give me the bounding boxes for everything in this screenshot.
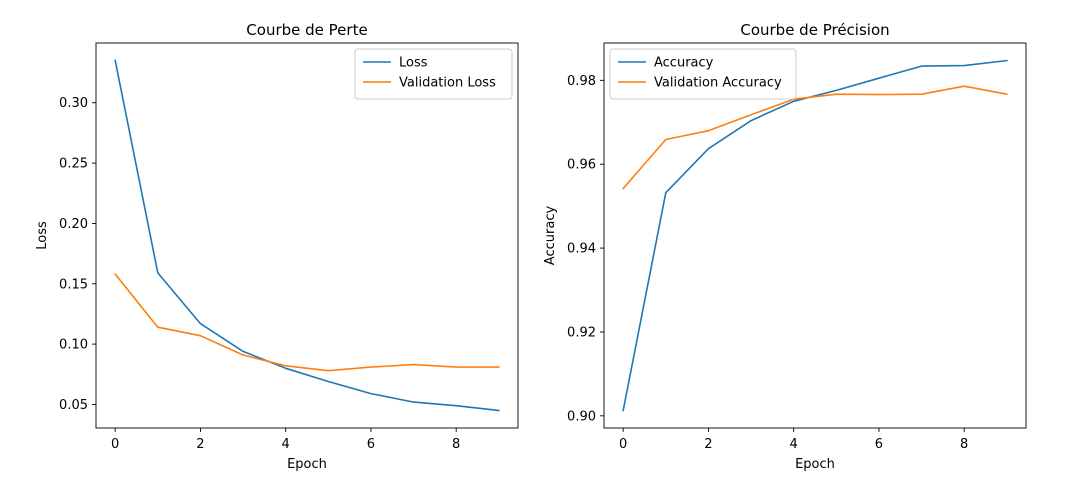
legend: Accuracy Validation Accuracy (609, 48, 797, 100)
y-tick-label: 0.92 (567, 325, 596, 340)
y-tick-label: 0.94 (567, 242, 596, 257)
y-tick-label: 0.05 (59, 398, 88, 413)
legend-box (609, 48, 797, 100)
chart-title: Courbe de Précision (740, 21, 889, 39)
x-tick-label: 8 (960, 437, 968, 452)
x-tick-label: 2 (196, 437, 204, 452)
x-tick-label: 4 (790, 437, 798, 452)
y-tick-label: 0.25 (59, 157, 88, 172)
x-tick-label: 4 (282, 437, 290, 452)
legend-label-loss: Loss (399, 56, 428, 71)
series-line-validation-loss (114, 272, 500, 372)
series-line-accuracy (622, 59, 1008, 412)
y-axis-label: Loss (35, 221, 50, 250)
y-tick-label: 0.15 (59, 277, 88, 292)
accuracy-chart: 0 2 4 6 8 0.90 0.92 0.94 0.96 0.98 Courbe de Préci… (543, 21, 1027, 472)
legend: Loss Validation Loss (354, 48, 513, 100)
series-line-loss (114, 59, 500, 412)
x-tick-label: 6 (875, 437, 883, 452)
axes-frame (95, 42, 519, 429)
legend-label-validation-loss: Validation Loss (399, 76, 496, 91)
y-tick-label: 0.98 (567, 74, 596, 89)
y-tick-label: 0.90 (567, 409, 596, 424)
x-axis-label: Epoch (795, 457, 835, 472)
x-axis-label: Epoch (287, 457, 327, 472)
y-tick-label: 0.30 (59, 96, 88, 111)
axes-frame (603, 42, 1027, 429)
legend-label-accuracy: Accuracy (654, 56, 714, 71)
x-tick-label: 6 (367, 437, 375, 452)
legend-box (354, 48, 513, 100)
y-tick-label: 0.10 (59, 338, 88, 353)
x-tick-label: 0 (111, 437, 119, 452)
series-line-validation-accuracy (622, 85, 1008, 190)
y-tick-label: 0.20 (59, 217, 88, 232)
loss-chart: 0 2 4 6 8 0.05 0.10 0.15 0.20 0.25 0.30 Courbe de P… (35, 21, 519, 472)
x-tick-label: 8 (452, 437, 460, 452)
y-tick-label: 0.96 (567, 158, 596, 173)
y-axis-label: Accuracy (543, 206, 558, 266)
x-tick-label: 2 (704, 437, 712, 452)
x-tick-label: 0 (619, 437, 627, 452)
legend-label-validation-accuracy: Validation Accuracy (654, 76, 782, 91)
chart-title: Courbe de Perte (246, 21, 367, 39)
